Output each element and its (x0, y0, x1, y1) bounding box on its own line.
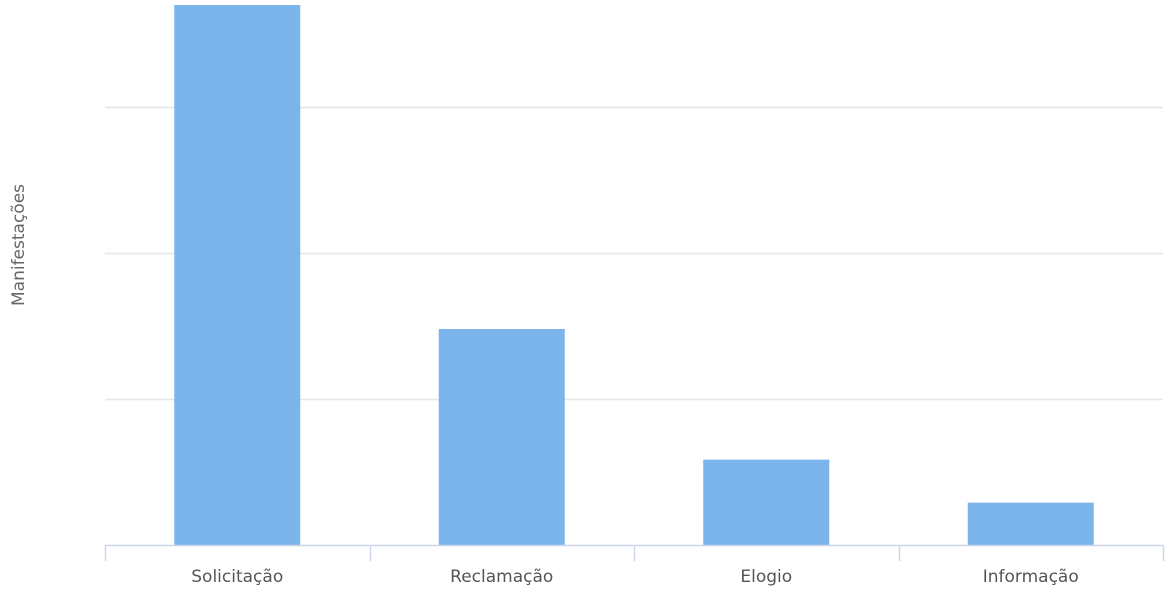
x-tick-label: Solicitação (191, 567, 283, 587)
bar-2[interactable] (703, 459, 830, 545)
bar-3[interactable] (967, 502, 1094, 545)
bars (174, 5, 1094, 545)
x-tick-label: Informação (983, 567, 1079, 587)
x-axis-labels: Solicitação Reclamação Elogio Informação (191, 567, 1078, 587)
x-tick-label: Reclamação (450, 567, 553, 587)
y-axis-title: Manifestações (9, 184, 29, 306)
bar-0[interactable] (174, 5, 301, 545)
x-axis (104, 544, 1165, 561)
x-tick-label: Elogio (740, 567, 792, 587)
bar-1[interactable] (438, 329, 565, 545)
